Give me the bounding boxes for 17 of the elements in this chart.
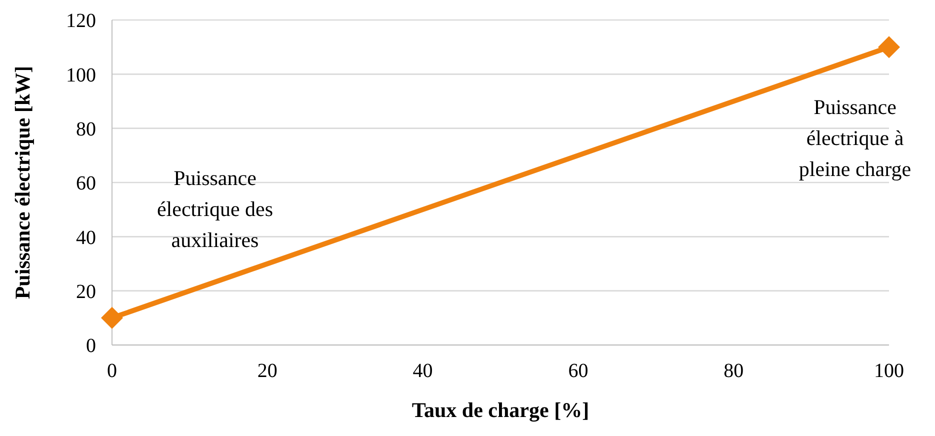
x-tick-label: 40 [412,360,433,382]
annotation: Puissance électrique des auxiliaires [156,165,274,254]
y-tick-label: 0 [86,335,96,358]
y-tick-label: 120 [66,10,96,32]
annotation: Puissance électrique à pleine charge [798,94,912,183]
x-tick-label: 0 [107,360,117,382]
x-tick-label: 80 [724,360,744,382]
x-tick-label: 60 [568,360,588,382]
y-axis-title: Puissance électrique [kW] [10,66,34,300]
y-tick-label: 100 [66,64,96,86]
y-tick-label: 80 [76,118,96,140]
x-tick-label: 20 [257,360,278,382]
y-tick-label: 40 [76,226,96,249]
y-tick-label: 20 [76,280,96,303]
y-tick-label: 60 [76,172,96,195]
x-axis-title: Taux de charge [%] [412,398,590,422]
x-tick-label: 100 [874,360,904,382]
